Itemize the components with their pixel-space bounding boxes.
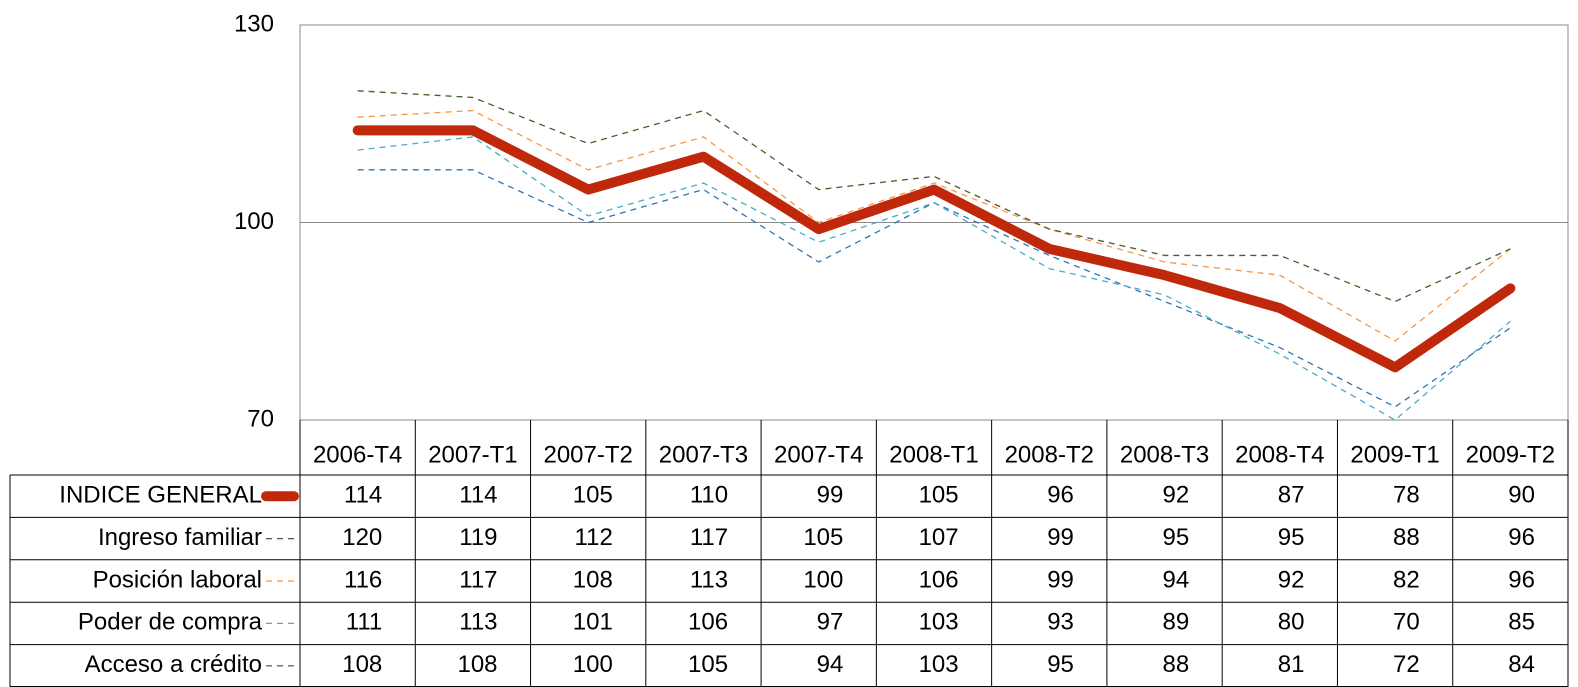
- table-value: 88: [1393, 524, 1420, 551]
- table-value: 116: [344, 566, 382, 593]
- table-value: 93: [1047, 609, 1074, 636]
- table-value: 99: [1047, 566, 1074, 593]
- table-value: 97: [817, 609, 844, 636]
- table-value: 120: [342, 524, 382, 551]
- table-value: 113: [459, 609, 497, 636]
- x-tick-label: 2007-T3: [659, 441, 748, 468]
- table-value: 95: [1162, 524, 1189, 551]
- table-value: 117: [690, 524, 728, 551]
- x-tick-label: 2009-T1: [1350, 441, 1439, 468]
- table-value: 88: [1162, 651, 1189, 678]
- table-value: 80: [1278, 609, 1305, 636]
- table-value: 113: [690, 566, 728, 593]
- table-value: 114: [344, 482, 382, 509]
- table-value: 105: [919, 482, 959, 509]
- table-value: 105: [573, 482, 613, 509]
- table-value: 78: [1393, 482, 1420, 509]
- x-tick-label: 2007-T4: [774, 441, 863, 468]
- table-value: 96: [1508, 566, 1535, 593]
- table-value: 117: [459, 566, 497, 593]
- table-value: 92: [1278, 566, 1305, 593]
- table-value: 95: [1278, 524, 1305, 551]
- table-value: 119: [459, 524, 497, 551]
- table-value: 81: [1278, 651, 1305, 678]
- table-value: 72: [1393, 651, 1420, 678]
- table-value: 108: [457, 651, 497, 678]
- x-tick-label: 2007-T1: [428, 441, 517, 468]
- table-value: 92: [1162, 482, 1189, 509]
- x-tick-label: 2008-T2: [1005, 441, 1094, 468]
- x-tick-label: 2008-T3: [1120, 441, 1209, 468]
- table-value: 110: [690, 482, 728, 509]
- table-value: 107: [919, 524, 959, 551]
- table-value: 94: [1162, 566, 1189, 593]
- table-value: 89: [1162, 609, 1189, 636]
- series-line: [357, 90, 1511, 303]
- table-value: 100: [803, 566, 843, 593]
- series-line: [357, 136, 1511, 421]
- table-value: 114: [459, 482, 497, 509]
- table-value: 87: [1278, 482, 1305, 509]
- table-value: 101: [573, 609, 613, 636]
- series-line: [352, 125, 1516, 373]
- table-value: 95: [1047, 651, 1074, 678]
- legend-label: Posición laboral: [93, 566, 262, 593]
- table-value: 85: [1508, 609, 1535, 636]
- table-value: 84: [1508, 651, 1535, 678]
- table-value: 103: [919, 609, 959, 636]
- table-value: 96: [1508, 524, 1535, 551]
- table-value: 108: [573, 566, 613, 593]
- table-value: 105: [803, 524, 843, 551]
- y-tick-label: 100: [234, 208, 274, 235]
- table-value: 111: [346, 609, 382, 636]
- table-value: 103: [919, 651, 959, 678]
- legend-label: Acceso a crédito: [85, 651, 262, 678]
- legend-label: INDICE GENERAL: [59, 482, 262, 509]
- table-value: 106: [919, 566, 959, 593]
- table-value: 82: [1393, 566, 1420, 593]
- y-tick-label: 130: [234, 10, 274, 37]
- legend-label: Poder de compra: [78, 609, 263, 636]
- y-tick-label: 70: [247, 405, 274, 432]
- series-line: [357, 109, 1511, 342]
- x-tick-label: 2009-T2: [1466, 441, 1555, 468]
- table-value: 96: [1047, 482, 1074, 509]
- table-value: 106: [688, 609, 728, 636]
- table-value: 99: [1047, 524, 1074, 551]
- series-line: [357, 169, 1511, 408]
- table-value: 108: [342, 651, 382, 678]
- table-value: 99: [817, 482, 844, 509]
- legend-label: Ingreso familiar: [98, 524, 262, 551]
- table-value: 70: [1393, 609, 1420, 636]
- x-tick-label: 2006-T4: [313, 441, 402, 468]
- table-value: 105: [688, 651, 728, 678]
- x-tick-label: 2008-T1: [889, 441, 978, 468]
- x-tick-label: 2008-T4: [1235, 441, 1324, 468]
- table-value: 100: [573, 651, 613, 678]
- table-value: 94: [817, 651, 844, 678]
- x-tick-label: 2007-T2: [543, 441, 632, 468]
- table-value: 90: [1508, 482, 1535, 509]
- table-value: 112: [575, 524, 613, 551]
